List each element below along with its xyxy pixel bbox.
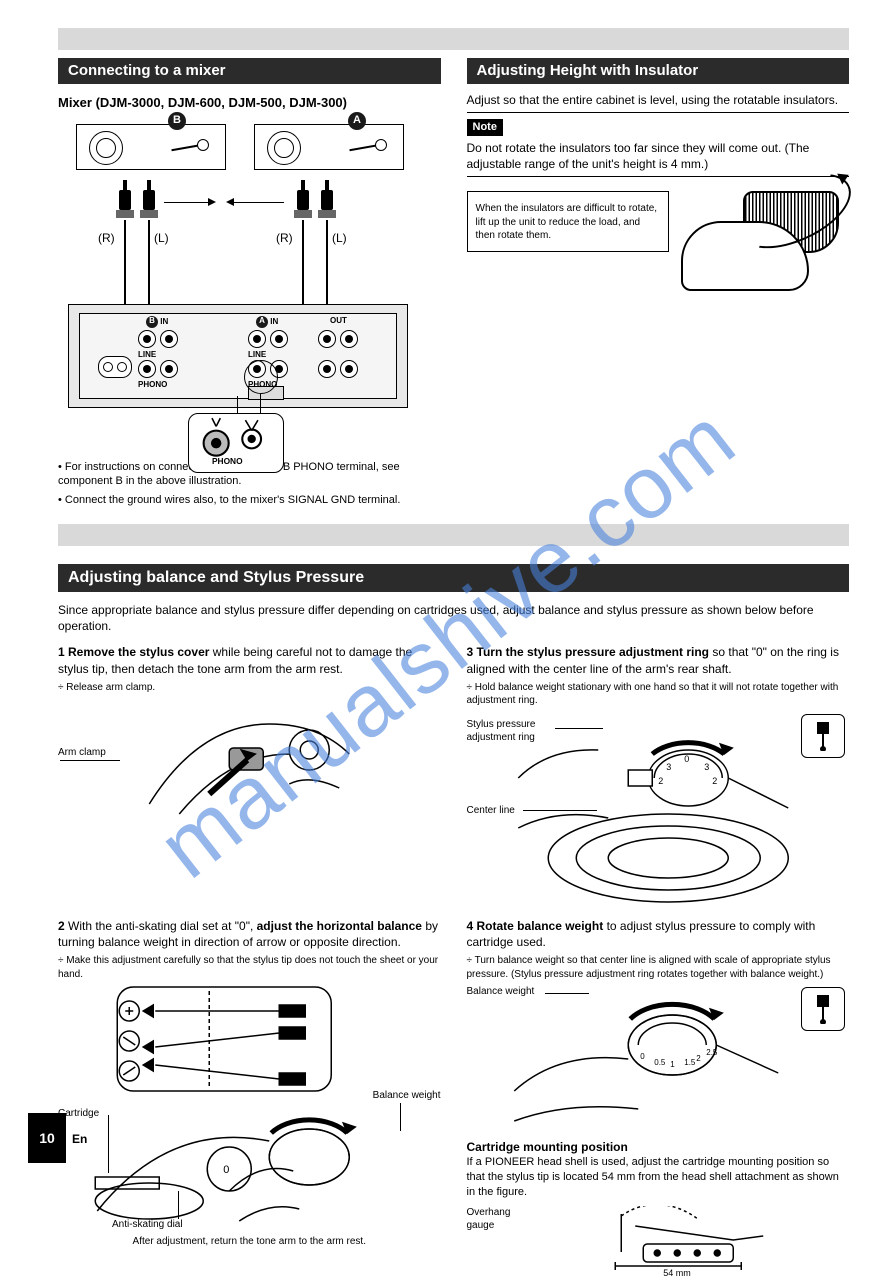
svg-text:3: 3 [666,762,671,772]
badge-a: A [348,112,366,130]
svg-text:PHONO: PHONO [212,456,243,466]
right-column: Adjusting Height with Insulator Adjust s… [467,58,850,508]
plug-b-r [116,180,134,220]
turntable-a [254,124,404,170]
dim-54mm: 54 mm [663,1268,691,1276]
balance-intro: Since appropriate balance and stylus pre… [58,602,849,634]
arrowhead-a [226,198,234,206]
step2-illustration: 0 Balance weight Anti-skating dial Cartr… [58,981,441,1231]
label-b-in: B B ININ [146,316,168,328]
note-badge: Note [467,119,503,136]
insulator-tip-box: When the insulators are difficult to rot… [467,191,670,252]
top-grey-band [58,28,849,50]
heading-connecting-mixer: Connecting to a mixer [58,58,441,84]
label-a-r: (R) [276,230,293,246]
connection-diagram: B A (R) (L) (R) (L) [58,118,441,458]
svg-text:2.5: 2.5 [706,1048,718,1057]
step4-sub: ÷ Turn balance weight so that center lin… [467,954,850,981]
plug-a-r [294,180,312,220]
label-balance-weight-4: Balance weight [467,985,535,999]
step-4: 4 Rotate balance weight to adjust stylus… [467,918,850,1276]
overhang-row: Overhang gauge [467,1206,850,1276]
upper-two-columns: Connecting to a mixer Mixer (DJM-3000, D… [58,58,849,508]
svg-text:0: 0 [640,1052,645,1061]
step-1: 1 Remove the stylus cover while being ca… [58,644,441,907]
step1-title: Remove the stylus cover [68,645,209,659]
step-3: 3 Turn the stylus pressure adjustment ri… [467,644,850,907]
turntable-b [76,124,226,170]
callout-circle [244,360,278,394]
label-overhang: Overhang gauge [467,1206,537,1233]
badge-b: B [168,112,186,130]
svg-text:2: 2 [712,776,717,786]
svg-text:1: 1 [670,1060,675,1069]
label-phono-b: PHONO [138,380,167,391]
step2-head: 2 With the anti-skating dial set at "0",… [58,918,441,950]
phono-detail-icon: PHONO [189,416,283,468]
page-number: 10 [28,1113,66,1163]
cartridge-mount-title: Cartridge mounting position [467,1139,850,1155]
label-b-l: (L) [154,230,169,246]
label-a-in: A IN [256,316,278,328]
step3-badge-icon [801,714,845,758]
heading-insulator: Adjusting Height with Insulator [467,58,850,84]
svg-text:0.5: 0.5 [654,1058,666,1067]
left-column: Connecting to a mixer Mixer (DJM-3000, D… [58,58,441,508]
step3-head: 3 Turn the stylus pressure adjustment ri… [467,644,850,676]
step4-head: 4 Rotate balance weight to adjust stylus… [467,918,850,950]
step3-illustration: 0 3 3 2 2 [467,708,850,908]
arrowhead-b [208,198,216,206]
row-steps-2-4: 2 With the anti-skating dial set at "0",… [58,918,849,1276]
insulator-row: When the insulators are difficult to rot… [467,191,850,301]
overhang-figure: 54 mm [547,1206,850,1276]
svg-text:0: 0 [684,754,689,764]
svg-text:3: 3 [704,762,709,772]
label-b-r: (R) [98,230,115,246]
mixer-rear-panel: B B ININ LINE PHONO A IN LINE PHONO OUT [68,304,408,408]
step3-title: Turn the stylus pressure adjustment ring [477,645,710,659]
mid-grey-band [58,524,849,546]
step2-pre: With the anti-skating dial set at "0", [68,919,257,933]
row-steps-1-3: 1 Remove the stylus cover while being ca… [58,644,849,907]
step2-title: adjust the horizontal balance [257,919,422,933]
step4-title: Rotate balance weight [477,919,604,933]
rule-1 [467,112,850,113]
label-out: OUT [330,316,347,327]
page: manualshive.com Connecting to a mixer Mi… [0,0,893,1191]
page-lang: En [72,1131,87,1147]
svg-text:0: 0 [223,1164,229,1176]
label-balance-weight-2: Balance weight [373,1089,441,1103]
label-centerline: Center line [467,804,515,818]
cartridge-mount-text: If a PIONEER head shell is used, adjust … [467,1155,850,1200]
label-a-l: (L) [332,230,347,246]
plug-b-l [140,180,158,220]
svg-text:2: 2 [696,1054,701,1063]
ac-inlet [98,356,132,378]
note-ground: • Connect the ground wires also, to the … [58,493,441,508]
svg-text:2: 2 [658,776,663,786]
step4-badge-icon [801,987,845,1031]
phono-callout: PHONO [188,413,284,473]
step1-sub: ÷ Release arm clamp. [58,681,441,695]
label-anti-skating: Anti-skating dial [112,1218,183,1232]
step-2: 2 With the anti-skating dial set at "0",… [58,918,441,1276]
insulator-tip-text: When the insulators are difficult to rot… [476,203,658,241]
step1-head: 1 Remove the stylus cover while being ca… [58,644,441,676]
step4-illustration: 0 0.5 1 1.52 2.5 Balance weight [467,981,850,1131]
mixer-model-line: Mixer (DJM-3000, DJM-600, DJM-500, DJM-3… [58,94,441,112]
step1-illustration: Arm clamp [58,694,441,824]
insulator-lead: Adjust so that the entire cabinet is lev… [467,92,850,108]
heading-balance: Adjusting balance and Stylus Pressure [58,564,849,592]
plug-a-l [318,180,336,220]
rule-2 [467,176,850,177]
label-arm-clamp: Arm clamp [58,746,106,760]
step3-sub: ÷ Hold balance weight stationary with on… [467,681,850,708]
step2-callout: After adjustment, return the tone arm to… [58,1235,441,1249]
insulator-figure [681,191,849,301]
insulator-note: Do not rotate the insulators too far sin… [467,140,850,172]
section-balance: Adjusting balance and Stylus Pressure Si… [58,564,849,1276]
step2-sub: ÷ Make this adjustment carefully so that… [58,954,441,981]
label-ring: Stylus pressure adjustment ring [467,718,555,745]
svg-text:1.5: 1.5 [684,1058,696,1067]
